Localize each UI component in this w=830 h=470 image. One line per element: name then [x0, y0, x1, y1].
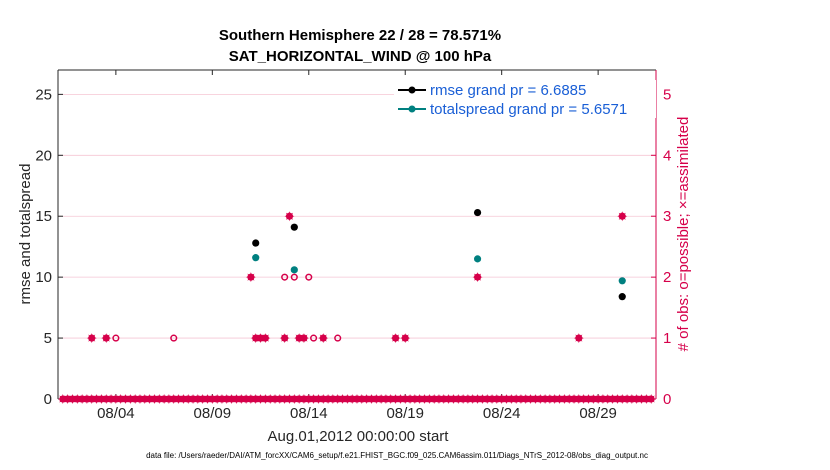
y-axis-label-right: # of obs: o=possible; ×=assimilated	[675, 117, 692, 352]
legend-spread-label: totalspread grand pr = 5.6571	[430, 101, 627, 118]
series-markers	[252, 208, 626, 301]
obs-assimilated-marker	[573, 333, 584, 344]
y-right-tick-label: 0	[663, 391, 671, 408]
legend-spread-marker	[408, 105, 416, 113]
y-right-tick-label: 5	[663, 86, 671, 103]
obs-assimilated-marker	[400, 333, 411, 344]
legend-rmse-marker	[408, 86, 416, 94]
y-tick-label: 0	[44, 391, 52, 408]
obs-assimilated-marker	[279, 333, 290, 344]
legend-rmse-label: rmse grand pr = 6.6885	[430, 82, 586, 99]
y-right-tick-label: 2	[663, 269, 671, 286]
chart-title: Southern Hemisphere 22 / 28 = 78.571%	[219, 27, 501, 44]
obs-assimilated-marker	[284, 211, 295, 222]
obs-count-markers	[57, 211, 657, 404]
y-tick-label: 25	[35, 86, 52, 103]
legend-box	[394, 80, 656, 118]
x-tick-label: 08/09	[194, 405, 232, 422]
obs-assimilated-marker	[298, 333, 309, 344]
y-tick-label: 20	[35, 147, 52, 164]
x-tick-label: 08/29	[579, 405, 617, 422]
obs-assimilated-marker	[260, 333, 271, 344]
spread-point	[252, 254, 260, 262]
spread-point	[473, 255, 482, 263]
obs-possible-marker	[305, 273, 313, 281]
y-right-tick-label: 3	[663, 208, 671, 225]
y-right-tick-label: 1	[663, 330, 671, 347]
y-axis-label: rmse and totalspread	[17, 164, 34, 305]
obs-assimilated-marker	[617, 211, 628, 222]
x-tick-label: 08/14	[290, 405, 328, 422]
y-tick-label: 5	[44, 330, 52, 347]
spread-point	[618, 277, 626, 285]
obs-possible-marker	[290, 273, 298, 281]
y-right-tick-label: 4	[663, 147, 671, 164]
data-file-footer: data file: /Users/raeder/DAI/ATM_forcXX/…	[146, 451, 648, 460]
rmse-point	[290, 223, 298, 231]
obs-assimilated-marker	[646, 394, 657, 404]
legend: rmse grand pr = 6.6885 totalspread grand…	[394, 80, 656, 118]
obs-possible-marker	[170, 334, 178, 342]
obs-assimilated-marker	[101, 333, 112, 344]
x-axis-label: Aug.01,2012 00:00:00 start	[268, 428, 450, 445]
x-tick-label: 08/04	[97, 405, 135, 422]
x-tick-label: 08/19	[386, 405, 424, 422]
obs-assimilated-marker	[390, 333, 401, 344]
rmse-point	[618, 293, 626, 301]
spread-point	[290, 266, 298, 274]
obs-possible-marker	[112, 334, 120, 342]
y-tick-label: 10	[35, 269, 52, 286]
obs-possible-marker	[334, 334, 342, 342]
obs-possible-marker	[310, 334, 318, 342]
rmse-point	[252, 239, 260, 247]
y-tick-label: 15	[35, 208, 52, 225]
obs-possible-marker	[281, 273, 289, 281]
rmse-point	[473, 208, 482, 217]
obs-assimilated-marker	[318, 333, 329, 344]
x-tick-label: 08/24	[483, 405, 521, 422]
obs-assimilated-marker	[86, 333, 97, 344]
obs-assimilated-marker	[472, 272, 483, 283]
grid-lines	[58, 93, 656, 400]
axes	[57, 69, 657, 400]
chart-subtitle: SAT_HORIZONTAL_WIND @ 100 hPa	[229, 48, 492, 65]
obs-assimilated-marker	[245, 272, 256, 283]
tick-labels: 08/04 08/09 08/14 08/19 08/24 08/290510152025…	[35, 86, 671, 422]
